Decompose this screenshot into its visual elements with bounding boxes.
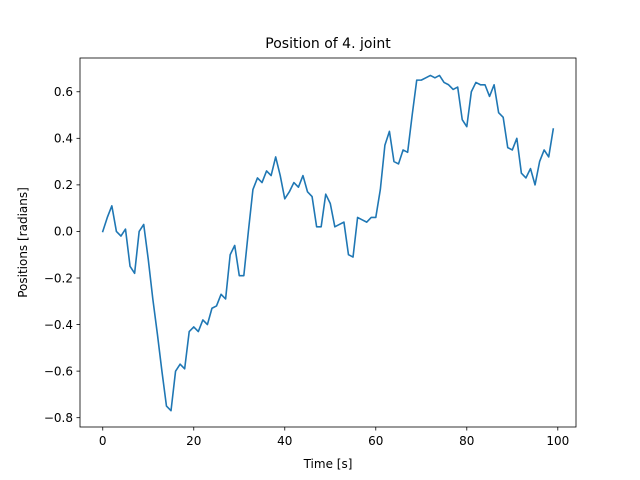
x-tick-label: 80 <box>459 434 474 448</box>
y-tick-label: 0.4 <box>54 132 73 146</box>
y-tick-label: −0.6 <box>44 364 73 378</box>
x-tick-label: 20 <box>186 434 201 448</box>
x-tick-label: 0 <box>99 434 107 448</box>
series-line <box>101 74 555 412</box>
y-tick-label: 0.6 <box>54 85 73 99</box>
series-layer <box>101 74 555 412</box>
x-tick-label: 100 <box>546 434 569 448</box>
y-tick-label: 0.2 <box>54 178 73 192</box>
chart-title: Position of 4. joint <box>265 36 391 52</box>
x-axis-label: Time [s] <box>303 457 353 471</box>
y-tick-label: −0.8 <box>44 411 73 425</box>
x-tick-label: 40 <box>277 434 292 448</box>
plot-area <box>80 58 576 427</box>
y-tick-label: −0.4 <box>44 318 73 332</box>
y-tick-label: −0.2 <box>44 271 73 285</box>
x-tick-label: 60 <box>368 434 383 448</box>
y-axis: −0.8 −0.6 −0.4 −0.2 0.0 0.2 0.4 0.6 <box>44 85 80 425</box>
plot-frame <box>79 57 577 428</box>
x-axis: 0 20 40 60 80 100 <box>99 427 569 448</box>
y-axis-label: Positions [radians] <box>16 187 30 298</box>
y-tick-label: 0.0 <box>54 225 73 239</box>
